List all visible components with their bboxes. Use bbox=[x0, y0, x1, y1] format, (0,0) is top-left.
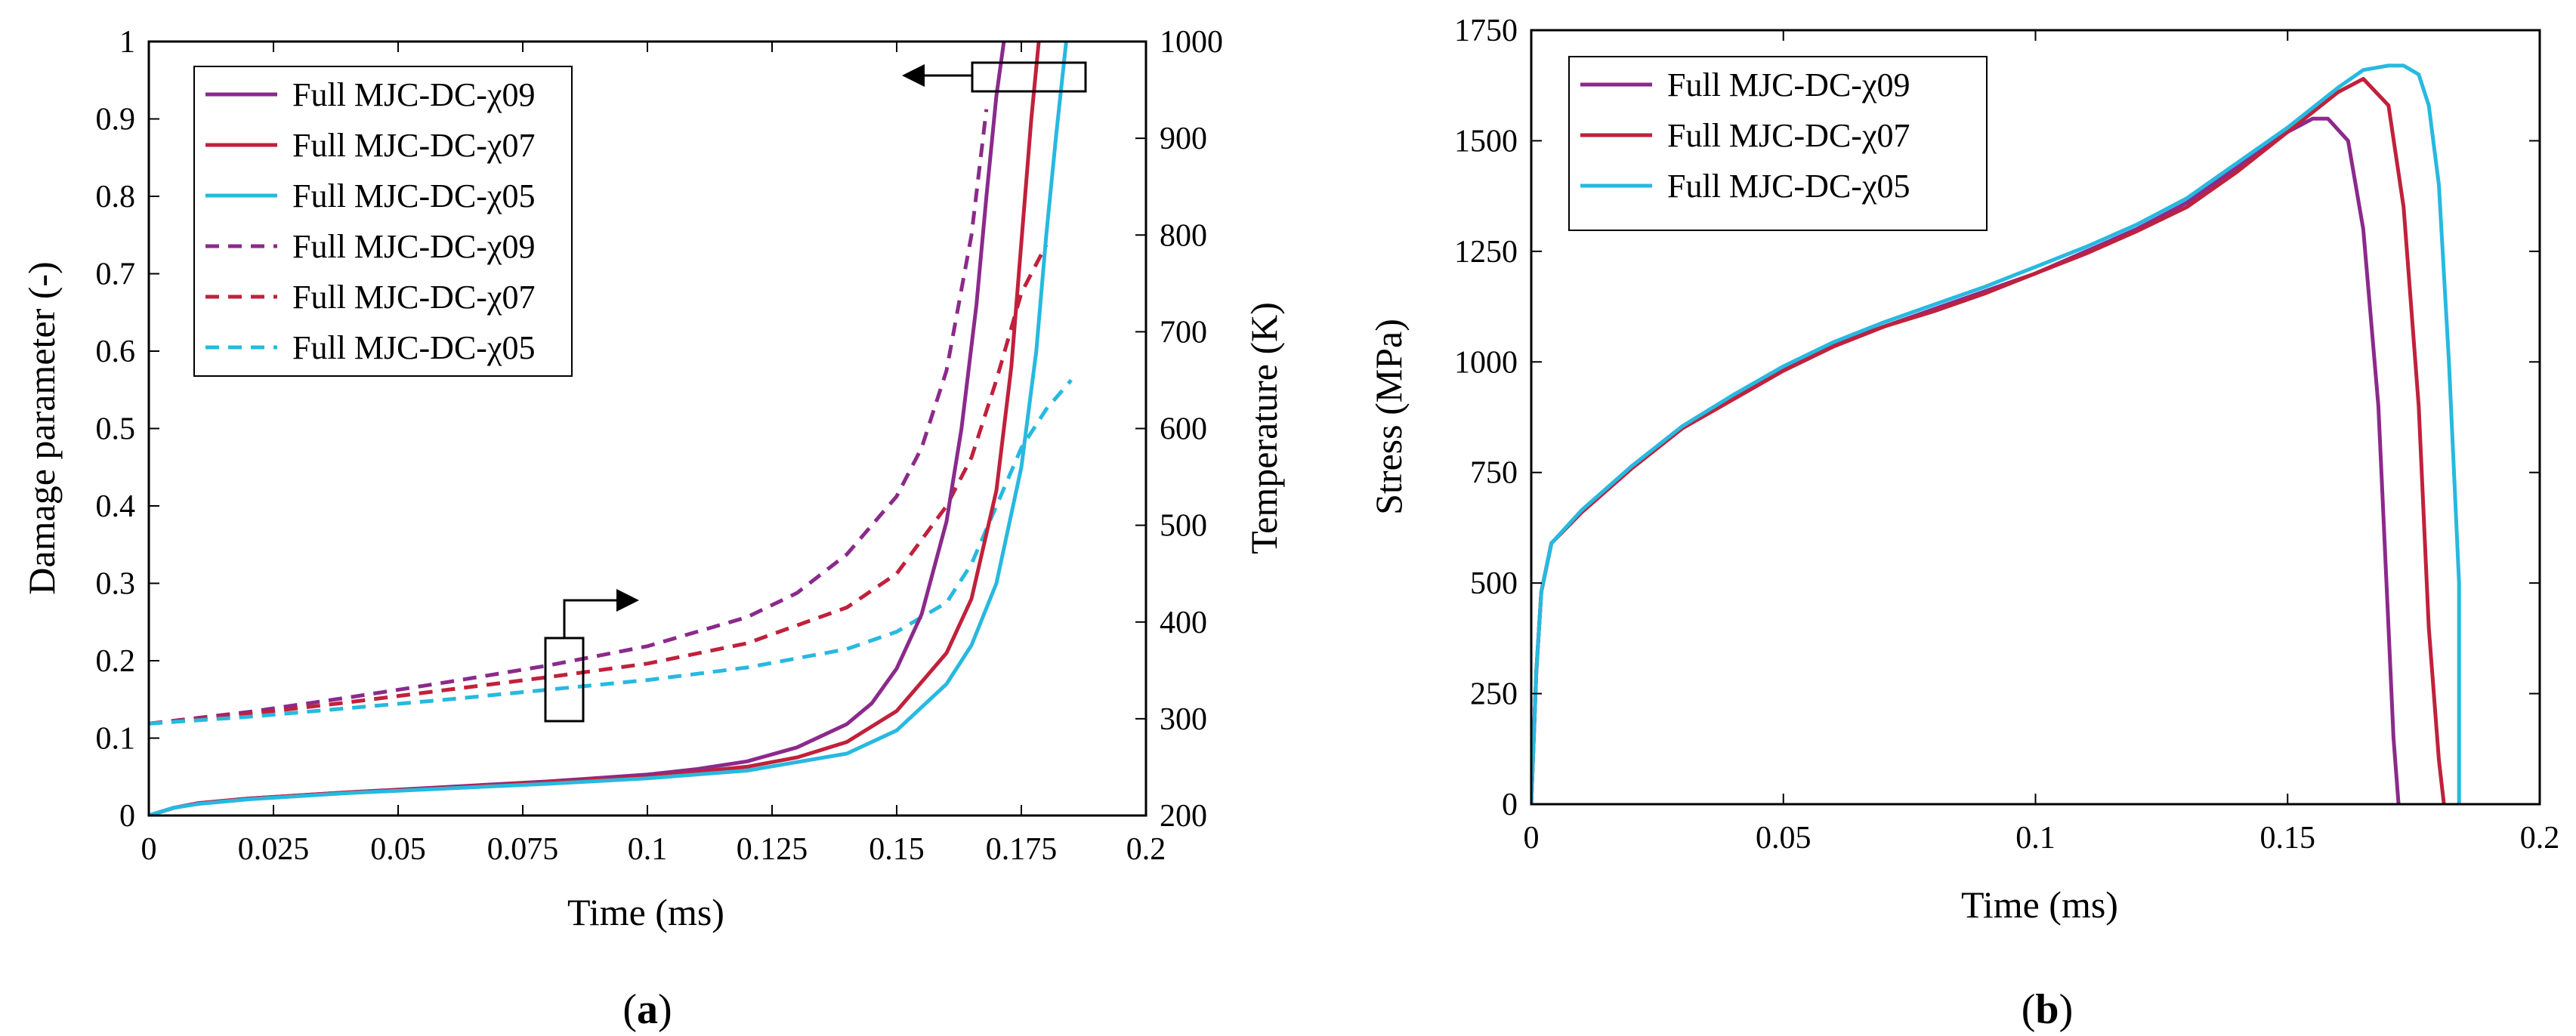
y2-tick-label: 600 bbox=[1160, 412, 1207, 447]
annotation-box-solid-curves bbox=[971, 61, 1087, 93]
y-tick-label: 1000 bbox=[1454, 345, 1518, 380]
series-line-solid-2 bbox=[149, 42, 1068, 816]
panel-a-label-letter: a bbox=[637, 986, 658, 1033]
panel-a-y-ticks: 0 0.1 0.2 0.3 0.4 0.5 0.6 0.7 0.8 0.9 1 bbox=[96, 25, 159, 834]
y2-tick-label: 700 bbox=[1160, 315, 1207, 350]
y-tick-label: 1750 bbox=[1454, 14, 1518, 48]
x-tick-label: 0.15 bbox=[2260, 821, 2316, 856]
x-tick-label: 0.125 bbox=[737, 832, 808, 867]
y2-tick-label: 1000 bbox=[1160, 25, 1223, 60]
panel-a-x-axis-label: Time (ms) bbox=[567, 891, 724, 933]
y2-tick-label: 200 bbox=[1160, 799, 1207, 834]
y-tick-label: 250 bbox=[1470, 677, 1518, 712]
x-tick-label: 0 bbox=[141, 832, 157, 867]
temperature-axis-annotation bbox=[544, 589, 639, 723]
y2-tick-label: 300 bbox=[1160, 702, 1207, 737]
x-tick-label: 0.05 bbox=[370, 832, 426, 867]
legend-label: Full MJC-DC-χ07 bbox=[292, 127, 535, 164]
legend-label: Full MJC-DC-χ09 bbox=[292, 76, 535, 113]
panel-b-label: (b) bbox=[2022, 986, 2073, 1033]
y2-tick-label: 500 bbox=[1160, 509, 1207, 544]
y2-tick-label: 900 bbox=[1160, 122, 1207, 156]
x-tick-label: 0.1 bbox=[2015, 821, 2056, 856]
legend-label: Full MJC-DC-χ07 bbox=[1667, 117, 1910, 154]
y-tick-label: 750 bbox=[1470, 456, 1518, 491]
panel-a-x-ticks: 0 0.025 0.05 0.075 0.1 0.125 0.15 0.175 0.2 bbox=[141, 42, 1166, 867]
panel-b-label-letter: b bbox=[2035, 986, 2059, 1033]
panel-b-x-axis-label: Time (ms) bbox=[1961, 883, 2118, 926]
x-tick-label: 0.1 bbox=[628, 832, 668, 867]
series-line-solid-2 bbox=[1531, 63, 2461, 804]
legend-label: Full MJC-DC-χ07 bbox=[292, 279, 535, 316]
y-tick-label: 0.2 bbox=[96, 644, 136, 679]
panel-b-legend: Full MJC-DC-χ09 Full MJC-DC-χ07 Full MJC-D… bbox=[1568, 56, 1988, 231]
panel-b-y-ticks: 0 250 500 750 1000 1250 1500 1750 bbox=[1454, 14, 2540, 822]
legend-label: Full MJC-DC-χ05 bbox=[292, 177, 535, 214]
panel-b-series bbox=[1531, 63, 2461, 804]
series-line-dashed-5 bbox=[149, 378, 1073, 726]
x-tick-label: 0.05 bbox=[1756, 821, 1812, 856]
y-tick-label: 0.1 bbox=[96, 722, 136, 757]
damage-axis-annotation bbox=[902, 61, 1087, 93]
y-tick-label: 0.8 bbox=[96, 180, 136, 214]
y-tick-label: 0.4 bbox=[96, 489, 136, 524]
panel-b: 0 0.05 0.1 0.15 0.2 0 250 500 750 1000 1250 1500 17… bbox=[1367, 14, 2559, 1033]
panel-a-legend: Full MJC-DC-χ09 Full MJC-DC-χ07 Full MJC-D… bbox=[193, 66, 573, 377]
panel-a-label: (a) bbox=[622, 986, 672, 1033]
x-tick-label: 0.025 bbox=[238, 832, 310, 867]
legend-label: Full MJC-DC-χ09 bbox=[292, 228, 535, 265]
legend-label: Full MJC-DC-χ05 bbox=[1667, 168, 1910, 205]
panel-a-legend-box bbox=[193, 66, 573, 377]
panel-a-y2-axis-label: Temperature (K) bbox=[1243, 302, 1285, 554]
y-tick-label: 500 bbox=[1470, 566, 1518, 601]
series-line-dashed-4 bbox=[149, 243, 1049, 726]
right-arrow-icon bbox=[563, 589, 639, 638]
y-tick-label: 0.6 bbox=[96, 335, 136, 369]
y2-tick-label: 800 bbox=[1160, 218, 1207, 253]
x-tick-label: 0.15 bbox=[869, 832, 925, 867]
y-tick-label: 0.9 bbox=[96, 103, 136, 137]
x-tick-label: 0.175 bbox=[986, 832, 1058, 867]
panel-a: 0 0.025 0.05 0.075 0.1 0.125 0.15 0.175 0.2 0 0.1… bbox=[20, 25, 1285, 1033]
y2-tick-label: 400 bbox=[1160, 606, 1207, 640]
legend-label: Full MJC-DC-χ05 bbox=[292, 329, 535, 366]
y-tick-label: 1250 bbox=[1454, 235, 1518, 270]
y-tick-label: 0 bbox=[1502, 788, 1518, 822]
y-tick-label: 1 bbox=[119, 25, 135, 60]
x-tick-label: 0.2 bbox=[1126, 832, 1166, 867]
y-tick-label: 0.5 bbox=[96, 412, 136, 447]
annotation-box-dashed-curves bbox=[544, 637, 585, 723]
x-tick-label: 0 bbox=[1524, 821, 1540, 856]
legend-label: Full MJC-DC-χ09 bbox=[1667, 66, 1910, 103]
y-tick-label: 0.3 bbox=[96, 567, 136, 602]
panel-a-y2-ticks: 200 300 400 500 600 700 800 900 1000 bbox=[1135, 25, 1223, 834]
y-tick-label: 0.7 bbox=[96, 257, 136, 292]
panel-b-x-ticks: 0 0.05 0.1 0.15 0.2 bbox=[1524, 30, 2560, 856]
y-tick-label: 1500 bbox=[1454, 124, 1518, 159]
panel-a-series bbox=[149, 42, 1073, 816]
panel-a-y-axis-label: Damage parameter (-) bbox=[20, 261, 63, 594]
x-tick-label: 0.2 bbox=[2520, 821, 2560, 856]
x-tick-label: 0.075 bbox=[487, 832, 559, 867]
panel-b-y-axis-label: Stress (MPa) bbox=[1367, 319, 1410, 515]
y-tick-label: 0 bbox=[119, 799, 135, 834]
series-line-dashed-3 bbox=[149, 109, 989, 726]
